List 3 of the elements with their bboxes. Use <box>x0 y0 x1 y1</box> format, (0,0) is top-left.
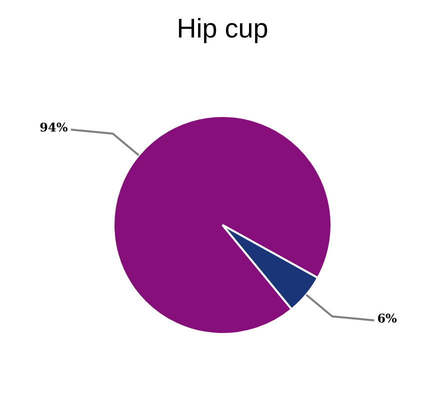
data-label: 94% <box>40 120 68 135</box>
data-label: 6% <box>377 312 398 326</box>
chart-title: Hip cup <box>176 14 268 44</box>
